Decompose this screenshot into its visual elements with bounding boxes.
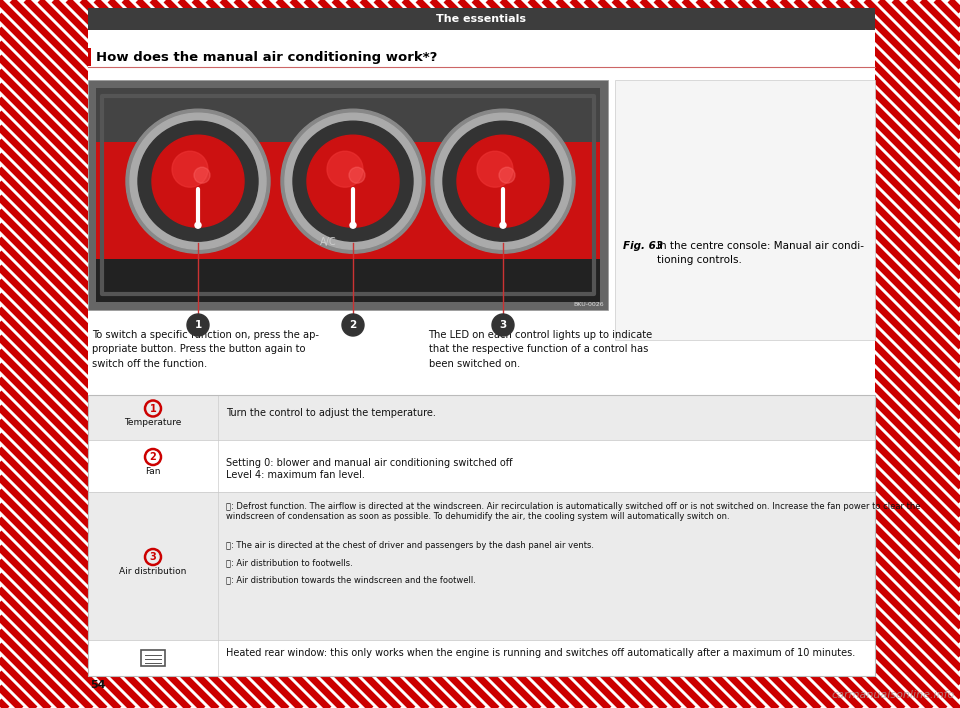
Text: Ⓛ: The air is directed at the chest of driver and passengers by the dash panel a: Ⓛ: The air is directed at the chest of d…: [226, 541, 594, 550]
Text: A/C: A/C: [320, 237, 336, 247]
Circle shape: [307, 135, 399, 227]
Bar: [88, 395, 875, 440]
Text: Ⓠ: Air distribution towards the windscreen and the footwell.: Ⓠ: Air distribution towards the windscre…: [226, 575, 476, 584]
Bar: [88, 8, 875, 30]
Text: carmanualsonline.info: carmanualsonline.info: [831, 690, 955, 700]
Bar: [88, 440, 875, 492]
Bar: [88, 48, 91, 66]
Bar: [88, 395, 875, 676]
Circle shape: [138, 121, 258, 241]
Text: In the centre console: Manual air condi-
tioning controls.: In the centre console: Manual air condi-…: [657, 241, 864, 266]
Circle shape: [293, 121, 413, 241]
Text: 2: 2: [349, 320, 356, 330]
Text: 1: 1: [150, 404, 156, 413]
Bar: [102, 96, 594, 294]
Text: To switch a specific function on, press the ap-
propriate button. Press the butt: To switch a specific function on, press …: [92, 330, 319, 369]
Circle shape: [349, 167, 365, 183]
Circle shape: [457, 135, 549, 227]
Circle shape: [187, 314, 209, 336]
Text: 3: 3: [499, 320, 507, 330]
Text: Ⓠ: Defrost function. The airflow is directed at the windscreen. Air recirculatio: Ⓠ: Defrost function. The airflow is dire…: [226, 502, 921, 521]
Circle shape: [172, 152, 208, 187]
Circle shape: [500, 222, 506, 228]
Circle shape: [285, 113, 421, 249]
Circle shape: [443, 121, 563, 241]
Circle shape: [281, 109, 425, 253]
Text: How does the manual air conditioning work*?: How does the manual air conditioning wor…: [96, 50, 438, 64]
Text: 1: 1: [194, 320, 202, 330]
Circle shape: [350, 222, 356, 228]
Circle shape: [431, 109, 575, 253]
Circle shape: [130, 113, 266, 249]
Bar: [615, 80, 875, 340]
Text: Temperature: Temperature: [124, 418, 181, 427]
Text: Air distribution: Air distribution: [119, 566, 186, 576]
Bar: [96, 259, 600, 302]
Circle shape: [327, 152, 363, 187]
Bar: [96, 142, 600, 259]
Circle shape: [126, 109, 270, 253]
Text: Level 4: maximum fan level.: Level 4: maximum fan level.: [226, 470, 365, 480]
Bar: [88, 492, 875, 640]
Bar: [88, 8, 875, 660]
Text: 3: 3: [150, 552, 156, 562]
Bar: [88, 640, 875, 676]
Circle shape: [492, 314, 514, 336]
Circle shape: [477, 152, 513, 187]
Circle shape: [342, 314, 364, 336]
Text: Ⓛ: Air distribution to footwells.: Ⓛ: Air distribution to footwells.: [226, 558, 352, 567]
Bar: [141, 650, 165, 666]
Bar: [96, 88, 600, 302]
Text: 54: 54: [90, 680, 106, 690]
Text: Turn the control to adjust the temperature.: Turn the control to adjust the temperatu…: [226, 408, 436, 418]
Circle shape: [499, 167, 515, 183]
Circle shape: [194, 167, 210, 183]
Circle shape: [152, 135, 244, 227]
Bar: [88, 80, 608, 310]
Text: BKU-0026: BKU-0026: [573, 302, 604, 307]
Text: 2: 2: [150, 452, 156, 462]
Circle shape: [435, 113, 571, 249]
Circle shape: [195, 222, 201, 228]
Text: The LED on each control lights up to indicate
that the respective function of a : The LED on each control lights up to ind…: [428, 330, 653, 369]
Text: Fan: Fan: [145, 467, 160, 476]
Text: The essentials: The essentials: [437, 14, 526, 24]
Text: Fig. 63: Fig. 63: [623, 241, 670, 251]
Text: Setting 0: blower and manual air conditioning switched off: Setting 0: blower and manual air conditi…: [226, 458, 513, 468]
Text: Heated rear window: this only works when the engine is running and switches off : Heated rear window: this only works when…: [226, 648, 855, 658]
